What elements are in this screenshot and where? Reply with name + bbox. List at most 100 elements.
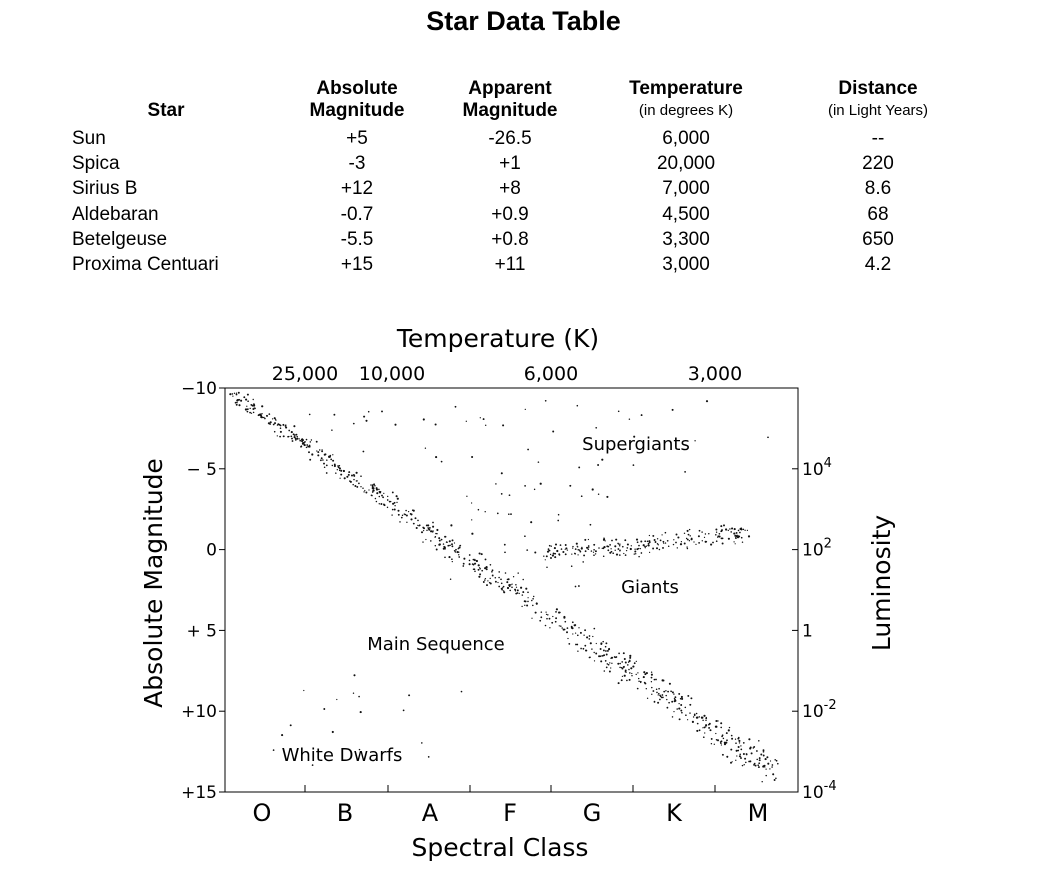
star-point xyxy=(663,690,666,693)
star-point xyxy=(556,549,559,553)
star-point xyxy=(580,647,582,650)
star-point xyxy=(750,752,753,755)
star-point xyxy=(598,547,600,549)
star-point xyxy=(474,562,477,565)
star-point xyxy=(630,545,632,547)
right-tick-exponent: -2 xyxy=(824,698,837,713)
star-point xyxy=(752,747,755,749)
star-point xyxy=(688,540,691,542)
star-point xyxy=(662,546,664,549)
star-point xyxy=(626,664,629,666)
star-point xyxy=(574,548,577,550)
star-point xyxy=(695,712,698,715)
star-point xyxy=(572,633,574,635)
star-point xyxy=(593,651,595,654)
star-point xyxy=(636,687,639,690)
star-point xyxy=(589,656,591,659)
star-point xyxy=(576,404,579,407)
x-category-label: A xyxy=(422,799,439,827)
star-point xyxy=(690,537,693,540)
y-axis-label: Absolute Magnitude xyxy=(139,458,168,708)
star-point xyxy=(583,554,586,557)
star-point xyxy=(440,538,443,541)
star-point xyxy=(331,429,333,431)
star-point xyxy=(762,754,765,757)
star-point xyxy=(292,433,295,436)
star-point xyxy=(762,750,765,753)
star-point xyxy=(718,532,721,535)
star-point xyxy=(721,529,723,532)
star-point xyxy=(524,600,527,603)
star-point xyxy=(633,662,636,665)
star-point xyxy=(289,724,292,727)
star-point xyxy=(381,410,383,413)
star-point xyxy=(634,553,637,555)
star-point xyxy=(734,738,737,740)
star-point xyxy=(320,457,323,460)
star-point xyxy=(290,431,293,434)
star-point xyxy=(572,547,574,549)
star-point xyxy=(352,483,354,486)
star-point xyxy=(305,438,308,441)
star-point xyxy=(395,495,398,498)
star-point xyxy=(371,491,374,493)
star-point xyxy=(352,473,355,476)
star-point xyxy=(760,753,763,756)
star-point xyxy=(443,546,446,549)
star-point xyxy=(742,528,745,531)
star-point xyxy=(745,761,747,764)
star-point xyxy=(535,602,538,605)
star-point xyxy=(338,467,341,470)
star-point xyxy=(410,518,413,521)
star-point xyxy=(250,412,253,414)
star-point xyxy=(687,694,690,697)
star-point xyxy=(610,657,612,659)
star-point xyxy=(678,702,680,705)
star-point xyxy=(358,482,360,485)
star-point xyxy=(600,642,603,645)
star-point xyxy=(733,532,736,535)
star-point xyxy=(524,408,526,411)
star-point xyxy=(474,570,476,573)
star-point xyxy=(609,551,612,554)
star-point xyxy=(261,416,263,419)
star-point xyxy=(658,548,661,551)
star-point xyxy=(734,534,737,537)
header-line: Absolute xyxy=(316,78,398,99)
right-tick-base: 10 xyxy=(802,460,824,480)
star-point xyxy=(696,729,699,732)
star-point xyxy=(597,493,600,495)
star-point xyxy=(774,759,776,761)
header-line: Magnitude xyxy=(462,100,558,121)
star-point xyxy=(451,545,454,548)
star-point xyxy=(261,412,263,415)
star-point xyxy=(557,519,560,522)
star-point xyxy=(558,553,561,555)
star-point xyxy=(365,419,368,422)
star-point xyxy=(597,464,600,466)
star-point xyxy=(647,544,650,547)
y-tick-label: +15 xyxy=(181,783,217,803)
star-point xyxy=(652,547,655,550)
star-point xyxy=(755,750,758,752)
star-point xyxy=(645,688,647,690)
star-point xyxy=(453,549,456,552)
star-point xyxy=(681,711,683,714)
star-point xyxy=(462,562,465,565)
star-point xyxy=(635,538,639,541)
star-point xyxy=(252,411,255,414)
star-point xyxy=(602,649,605,652)
star-point xyxy=(650,671,653,673)
star-point xyxy=(293,425,296,428)
star-point xyxy=(534,551,537,554)
star-point xyxy=(579,631,582,634)
star-point xyxy=(402,709,405,712)
star-point xyxy=(614,656,617,659)
star-point xyxy=(577,585,580,587)
star-point xyxy=(356,485,359,488)
star-point xyxy=(310,439,313,441)
star-point xyxy=(338,465,341,467)
star-point xyxy=(592,635,594,638)
star-point xyxy=(608,670,611,673)
star-point xyxy=(771,764,774,766)
